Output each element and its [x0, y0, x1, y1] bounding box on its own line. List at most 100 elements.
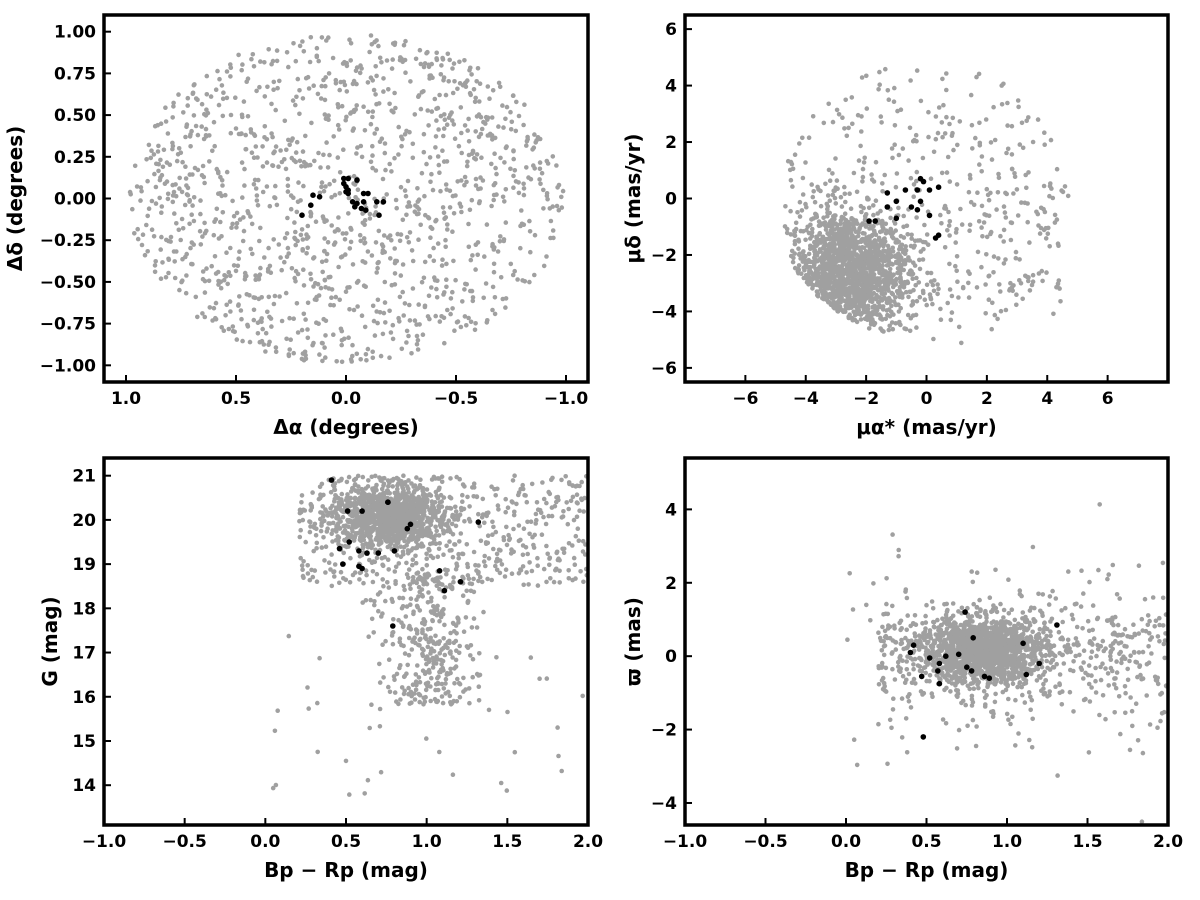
field-star-point [1029, 282, 1035, 288]
field-star-point [893, 302, 899, 308]
field-star-point [308, 508, 314, 513]
field-star-point [190, 172, 195, 177]
field-star-point [294, 209, 300, 215]
field-star-point [220, 113, 226, 119]
field-star-point [913, 282, 918, 288]
field-star-point [812, 247, 818, 253]
field-star-point [574, 514, 580, 520]
field-star-point [576, 538, 582, 543]
field-star-point [361, 544, 366, 549]
field-star-point [327, 181, 332, 187]
field-star-point [384, 192, 390, 197]
field-star-point [429, 535, 434, 540]
field-star-point [863, 309, 869, 315]
field-star-point [464, 323, 469, 328]
field-star-point [216, 278, 221, 284]
field-star-point [468, 65, 473, 71]
field-star-point [901, 213, 906, 219]
field-star-point [219, 234, 224, 239]
field-star-point [561, 550, 567, 556]
field-star-point [179, 216, 185, 222]
field-star-point [986, 297, 992, 303]
field-star-point [863, 212, 869, 217]
field-star-point [928, 296, 934, 302]
field-star-point [945, 228, 950, 233]
field-star-point [468, 319, 474, 325]
field-star-point [459, 150, 465, 156]
field-star-point [427, 507, 433, 513]
field-star-point [426, 293, 432, 299]
field-star-point [285, 189, 291, 194]
field-star-point [344, 89, 350, 94]
field-star-point [265, 84, 270, 90]
field-star-point [399, 56, 404, 62]
field-star-point [239, 67, 244, 73]
field-star-point [327, 152, 332, 158]
field-star-point [392, 155, 397, 161]
field-star-point [968, 176, 973, 181]
field-star-point [240, 338, 245, 344]
field-star-point [914, 169, 920, 175]
field-star-point [477, 574, 483, 580]
field-star-point [351, 78, 357, 84]
field-star-point [790, 259, 796, 265]
field-star-point [888, 227, 894, 232]
field-star-point [510, 93, 516, 98]
field-star-point [322, 558, 327, 563]
field-star-point [381, 76, 386, 81]
member-star-point [914, 187, 921, 193]
field-star-point [445, 51, 451, 57]
field-star-point [405, 178, 411, 184]
field-star-point [319, 259, 325, 265]
field-star-point [347, 285, 352, 290]
field-star-point [258, 265, 263, 271]
field-star-point [357, 70, 363, 76]
field-star-point [300, 39, 305, 44]
field-star-point [434, 118, 439, 123]
field-star-point [451, 61, 457, 66]
x-tick-label: −6 [732, 389, 758, 409]
member-star-point [365, 190, 371, 197]
field-star-point [317, 495, 323, 501]
field-star-point [958, 206, 963, 212]
field-star-point [361, 236, 367, 241]
field-star-point [885, 243, 891, 249]
field-star-point [554, 163, 559, 168]
field-star-point [830, 220, 836, 226]
field-star-point [537, 507, 543, 513]
field-star-point [351, 307, 357, 313]
field-star-point [977, 162, 982, 167]
field-star-point [213, 300, 219, 306]
field-star-point [370, 569, 376, 574]
field-star-point [879, 120, 884, 125]
y-tick-label: 0.75 [54, 64, 96, 84]
field-star-point [331, 242, 337, 247]
field-star-point [323, 355, 328, 360]
field-star-point [860, 174, 866, 180]
field-star-point [979, 203, 985, 209]
field-star-point [217, 76, 222, 82]
field-star-point [911, 260, 916, 266]
field-star-point [986, 274, 991, 279]
field-star-point [516, 523, 522, 528]
field-star-point [408, 79, 413, 84]
field-star-point [859, 75, 865, 80]
field-star-point [350, 485, 355, 491]
field-star-point [830, 171, 835, 176]
field-star-point [866, 205, 872, 211]
field-star-point [898, 278, 904, 284]
field-star-point [436, 506, 442, 512]
field-star-point [307, 529, 313, 535]
field-star-point [351, 109, 357, 114]
field-star-point [214, 206, 220, 212]
field-star-point [966, 269, 971, 274]
field-star-point [329, 514, 335, 519]
field-star-point [1003, 257, 1008, 262]
field-star-point [888, 298, 893, 303]
field-star-point [149, 227, 155, 232]
x-tick-label: 2 [981, 389, 993, 409]
field-star-point [172, 275, 178, 281]
field-star-point [521, 192, 527, 198]
field-star-point [255, 155, 260, 160]
field-star-point [206, 278, 212, 284]
